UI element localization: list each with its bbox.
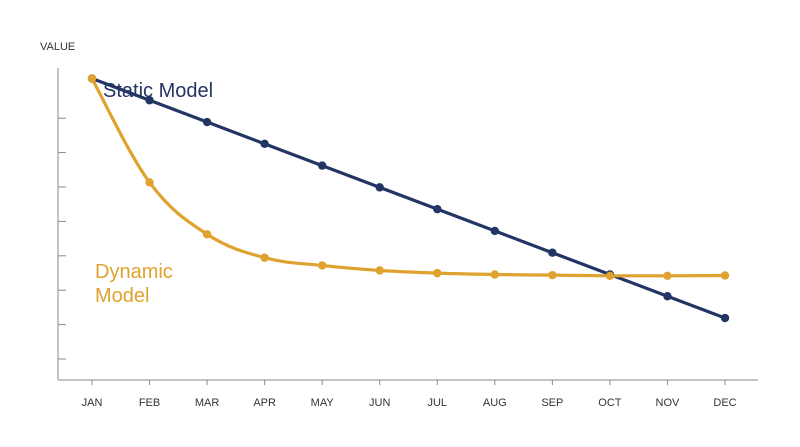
data-point-static-model-jul bbox=[433, 204, 442, 214]
data-point-dynamic-model-apr bbox=[260, 253, 269, 262]
x-tick-label-apr: APR bbox=[253, 397, 276, 409]
x-tick-label-oct: OCT bbox=[598, 397, 622, 409]
data-point-dynamic-model-mar bbox=[202, 230, 212, 239]
series-line-static-model bbox=[90, 76, 727, 320]
data-point-dynamic-model-may bbox=[317, 261, 327, 270]
data-point-static-model-may bbox=[317, 161, 327, 170]
x-tick-label-may: MAY bbox=[311, 397, 335, 409]
x-tick-label-jul: JUL bbox=[427, 397, 447, 409]
series-label-static-model: Static Model bbox=[103, 80, 213, 102]
series-label-dynamic-line1: Dynamic bbox=[95, 261, 173, 283]
data-point-dynamic-model-nov bbox=[663, 271, 672, 281]
data-point-static-model-jun bbox=[375, 183, 384, 192]
x-tick-label-nov: NOV bbox=[656, 397, 681, 409]
data-point-static-model-nov bbox=[663, 292, 672, 301]
data-point-static-model-apr bbox=[260, 139, 269, 149]
x-tick-label-sep: SEP bbox=[541, 397, 563, 409]
axes: JAN FEB MAR APR MAY JUN JUL AUG SEP OCT NOV DEC bbox=[57, 68, 758, 409]
data-point-static-model-dec bbox=[720, 313, 730, 323]
x-tick-label-feb: FEB bbox=[139, 397, 160, 409]
x-tick-label-dec: DEC bbox=[713, 397, 736, 409]
x-tick-label-mar: MAR bbox=[195, 397, 220, 409]
data-point-static-model-aug bbox=[490, 226, 500, 236]
data-point-dynamic-model-jan bbox=[87, 74, 97, 83]
data-point-static-model-sep bbox=[548, 248, 557, 257]
data-point-dynamic-model-jul bbox=[433, 268, 442, 278]
data-point-dynamic-model-sep bbox=[548, 270, 557, 280]
x-tick-label-jun: JUN bbox=[369, 397, 390, 409]
data-point-static-model-feb bbox=[145, 96, 154, 105]
data-point-static-model-mar bbox=[202, 117, 212, 127]
series-points bbox=[87, 74, 730, 323]
data-point-dynamic-model-oct bbox=[605, 271, 615, 281]
x-tick-label-jan: JAN bbox=[82, 397, 103, 409]
series-lines bbox=[90, 76, 727, 320]
series-label-dynamic-model: Dynamic Model bbox=[95, 261, 178, 307]
data-point-dynamic-model-jun bbox=[375, 266, 384, 275]
data-point-dynamic-model-aug bbox=[490, 270, 500, 279]
data-point-dynamic-model-feb bbox=[145, 178, 154, 187]
y-axis-label: VALUE bbox=[40, 41, 75, 53]
series-label-dynamic-line2: Model bbox=[95, 285, 149, 307]
data-point-dynamic-model-dec bbox=[720, 271, 730, 280]
series-line-dynamic-model bbox=[90, 76, 727, 278]
x-tick-label-aug: AUG bbox=[483, 397, 507, 409]
